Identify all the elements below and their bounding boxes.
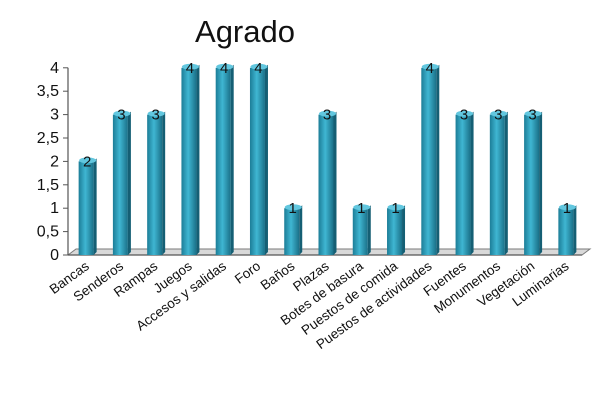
data-label: 1 <box>391 200 399 217</box>
bar-front <box>352 208 368 255</box>
data-label: 4 <box>186 60 194 77</box>
bar-top <box>490 110 508 117</box>
bar <box>352 204 371 255</box>
bar <box>112 110 131 255</box>
bar-front <box>181 67 197 255</box>
bar-side <box>573 205 577 255</box>
bar-top <box>421 63 439 70</box>
y-tick-labels: 0 0,5 1 1,5 2 2,5 3 3,5 4 <box>37 60 59 264</box>
bar-front <box>249 67 265 255</box>
x-tick-label: Baños <box>258 258 298 293</box>
bar-front <box>558 208 574 255</box>
bar-top <box>524 110 542 117</box>
bar-side <box>436 64 440 255</box>
y-tick-label: 2 <box>50 153 59 170</box>
y-tick-label: 3,5 <box>37 83 59 100</box>
bar-side <box>333 111 337 255</box>
bar-front <box>489 114 505 255</box>
bar-side <box>504 111 508 255</box>
bar-side <box>230 64 234 255</box>
bar-front <box>215 67 231 255</box>
data-labels: 2 3 3 4 4 4 1 3 1 1 4 3 3 3 1 <box>83 60 571 217</box>
data-label: 2 <box>83 153 91 170</box>
bar-top <box>353 204 371 211</box>
chart-title: Agrado <box>195 14 295 49</box>
bar-top <box>181 63 199 70</box>
bar-front <box>421 67 437 255</box>
bar-front <box>524 114 540 255</box>
bar <box>147 110 166 255</box>
data-label: 4 <box>254 60 262 77</box>
bar-top <box>216 63 234 70</box>
bar-front <box>284 208 300 255</box>
bar-side <box>196 64 200 255</box>
data-label: 3 <box>460 107 468 124</box>
data-label: 4 <box>220 60 228 77</box>
bar <box>387 204 406 255</box>
bar-side <box>539 111 543 255</box>
bar <box>421 63 440 255</box>
bar <box>455 110 474 255</box>
bar <box>558 204 577 255</box>
bar <box>215 63 234 255</box>
bar-side <box>162 111 166 255</box>
y-tick-label: 0 <box>50 247 59 264</box>
bar-front <box>387 208 403 255</box>
bar-top <box>319 110 336 117</box>
bar-side <box>264 64 268 255</box>
bar-top <box>456 110 474 117</box>
bar-top <box>558 204 576 211</box>
bar-top <box>387 204 405 211</box>
bar <box>524 110 543 255</box>
bar-front <box>147 114 163 255</box>
bar <box>78 157 97 255</box>
bar <box>489 110 508 255</box>
bar <box>284 204 303 255</box>
y-tick-label: 3 <box>50 107 59 124</box>
data-label: 3 <box>323 107 331 124</box>
y-tick-label: 1 <box>50 200 59 217</box>
bar <box>181 63 200 255</box>
data-label: 3 <box>117 107 125 124</box>
y-tick-label: 4 <box>50 60 59 77</box>
bar-side <box>367 205 371 255</box>
data-label: 1 <box>563 200 571 217</box>
data-label: 3 <box>151 107 159 124</box>
bar-side <box>402 205 406 255</box>
bar-side <box>299 205 303 255</box>
bar-side <box>127 111 131 255</box>
bar-top <box>250 63 268 70</box>
bar-front <box>78 161 94 255</box>
data-label: 3 <box>528 107 536 124</box>
bar-front <box>318 114 334 255</box>
bar-top <box>147 110 165 117</box>
bar-front <box>112 114 128 255</box>
data-label: 1 <box>289 200 297 217</box>
bar-top <box>284 204 302 211</box>
bar-front <box>455 114 471 255</box>
data-label: 3 <box>494 107 502 124</box>
bar <box>249 63 268 255</box>
y-tick-label: 0,5 <box>37 224 59 241</box>
bar-top <box>113 110 131 117</box>
bar-side <box>470 111 474 255</box>
data-label: 4 <box>426 60 434 77</box>
y-tick-label: 2,5 <box>37 130 59 147</box>
bar-side <box>93 158 97 255</box>
bar-top <box>79 157 97 164</box>
y-tick-label: 1,5 <box>37 177 59 194</box>
bars <box>78 63 577 255</box>
bar <box>318 110 337 255</box>
data-label: 1 <box>357 200 365 217</box>
